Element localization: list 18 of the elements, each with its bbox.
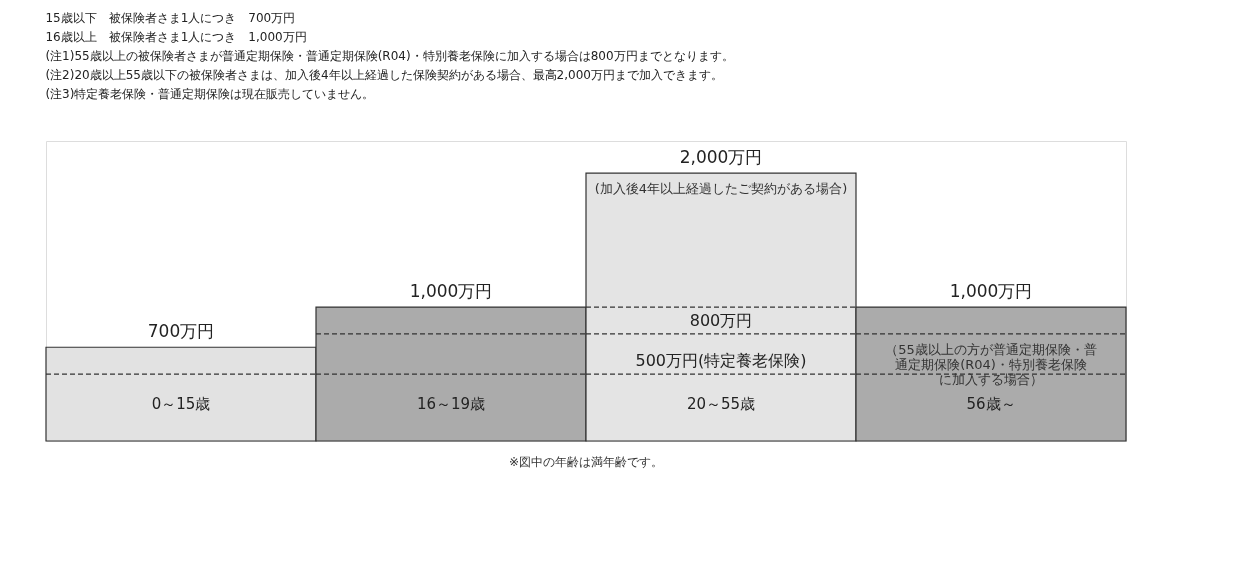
text: (注3)特定養老保険・普通定期保険は現在販売していません。 [45,87,375,101]
x-tick-label: 0～15歳 [151,394,211,413]
data-label: 2,000万円 [679,147,763,168]
text: (注2)20歳以上55歳以下の被保険者さまは、加入後4年以上経過した保険契約がある場合、最高2,000万円まで加入できます。 [45,68,723,82]
annotation: (加入後4年以上経過したご契約がある場合) [594,181,848,197]
data-label: 1,000万円 [409,281,493,302]
text: ※図中の年齢は満年齢です。 [508,455,664,469]
text: (注1)55歳以上の被保険者さまが普通定期保険・普通定期保険(R04)・特別養老保険に加入する場合は800万円までとなります。 [45,49,734,63]
text: 16歳以上 被保険者さま1人につき 1,000万円 [45,30,307,44]
ref-line-label: 500万円(特定養老保険) [635,351,807,371]
ref-line-label: 800万円 [689,310,753,330]
x-tick-label: 56歳～ [966,394,1016,413]
text: 15歳以下 被保険者さま1人につき 700万円 [45,11,296,25]
x-tick-label: 20～55歳 [686,394,756,413]
data-label: 700万円 [147,321,215,342]
x-tick-label: 16～19歳 [416,394,486,413]
annotation: （55歳以上の方が普通定期保険・普通定期保険(R04)・特別養老保険に加入する場合） [885,341,1097,387]
data-label: 1,000万円 [949,281,1033,302]
